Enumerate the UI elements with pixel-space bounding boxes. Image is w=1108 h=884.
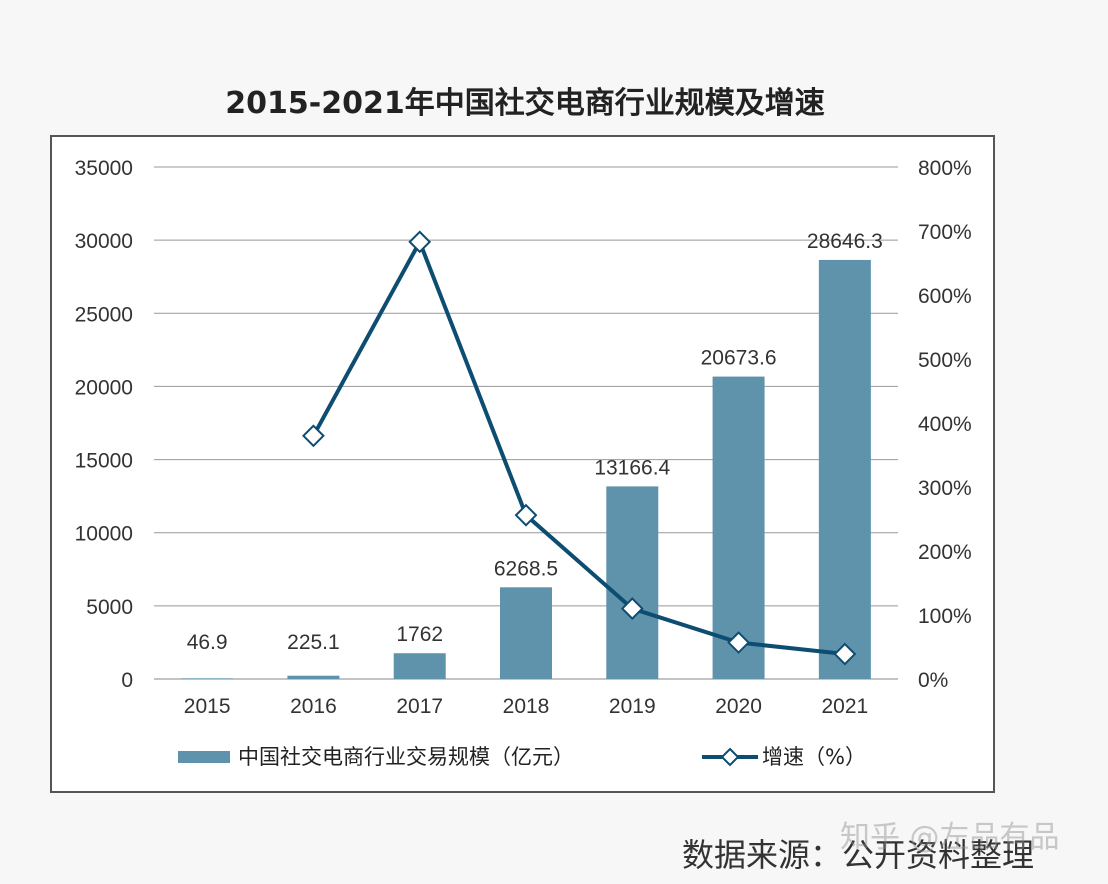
chart-title: 2015-2021年中国社交电商行业规模及增速 — [225, 86, 825, 121]
y-right-tick-label: 0% — [918, 669, 948, 692]
bar-data-label: 28646.3 — [807, 230, 883, 253]
growth-line — [311, 237, 846, 657]
y-left-tick-label: 15000 — [75, 450, 133, 473]
x-tick-label: 2017 — [396, 695, 443, 718]
bar — [181, 678, 234, 679]
watermark: 知乎 @左品有品 — [840, 820, 1060, 855]
bar — [287, 675, 340, 679]
y-left-tick-label: 0 — [121, 669, 133, 692]
x-tick-label: 2020 — [715, 695, 762, 718]
legend-line-marker — [720, 747, 740, 767]
line-marker — [514, 503, 538, 527]
x-tick-label: 2016 — [290, 695, 337, 718]
source-note: 数据来源：公开资料整理 — [682, 836, 1035, 874]
bar-data-label: 46.9 — [187, 631, 228, 654]
y-right-tick-label: 700% — [918, 221, 972, 244]
line-marker — [727, 631, 750, 654]
legend-bar-label: 中国社交电商行业交易规模（亿元） — [238, 745, 574, 769]
y-right-tick-label: 800% — [918, 157, 972, 180]
y-right-tick-label: 100% — [918, 605, 972, 628]
line-marker — [408, 230, 432, 254]
x-tick-label: 2015 — [184, 695, 231, 718]
bar-data-label: 6268.5 — [494, 557, 558, 580]
y-left-tick-label: 25000 — [75, 303, 133, 326]
bar-data-label: 1762 — [396, 623, 443, 646]
y-left-tick-label: 35000 — [75, 157, 133, 180]
y-left-tick-label: 10000 — [75, 523, 133, 546]
legend-line-label: 增速（%） — [762, 745, 866, 769]
x-tick-label: 2018 — [503, 695, 550, 718]
bar — [393, 653, 446, 679]
x-tick-label: 2021 — [821, 695, 868, 718]
y-right-tick-label: 400% — [918, 413, 972, 436]
y-left-tick-label: 30000 — [75, 230, 133, 253]
bar — [606, 486, 659, 679]
bar — [500, 587, 552, 679]
y-right-tick-label: 300% — [918, 477, 972, 500]
bar — [818, 259, 871, 679]
bar-data-label: 225.1 — [287, 631, 340, 654]
y-right-tick-label: 500% — [918, 349, 972, 372]
line-marker — [833, 642, 857, 666]
y-left-tick-label: 20000 — [75, 376, 133, 399]
x-tick-label: 2019 — [609, 695, 656, 718]
bar-data-label: 13166.4 — [594, 456, 670, 479]
y-left-tick-label: 5000 — [86, 596, 133, 619]
y-right-tick-label: 200% — [918, 541, 972, 564]
line-marker — [620, 597, 644, 621]
line-marker — [302, 424, 325, 448]
y-right-tick-label: 600% — [918, 285, 972, 308]
bar-data-label: 20673.6 — [701, 347, 777, 370]
legend-bar-swatch — [178, 751, 230, 763]
bar — [712, 376, 765, 679]
